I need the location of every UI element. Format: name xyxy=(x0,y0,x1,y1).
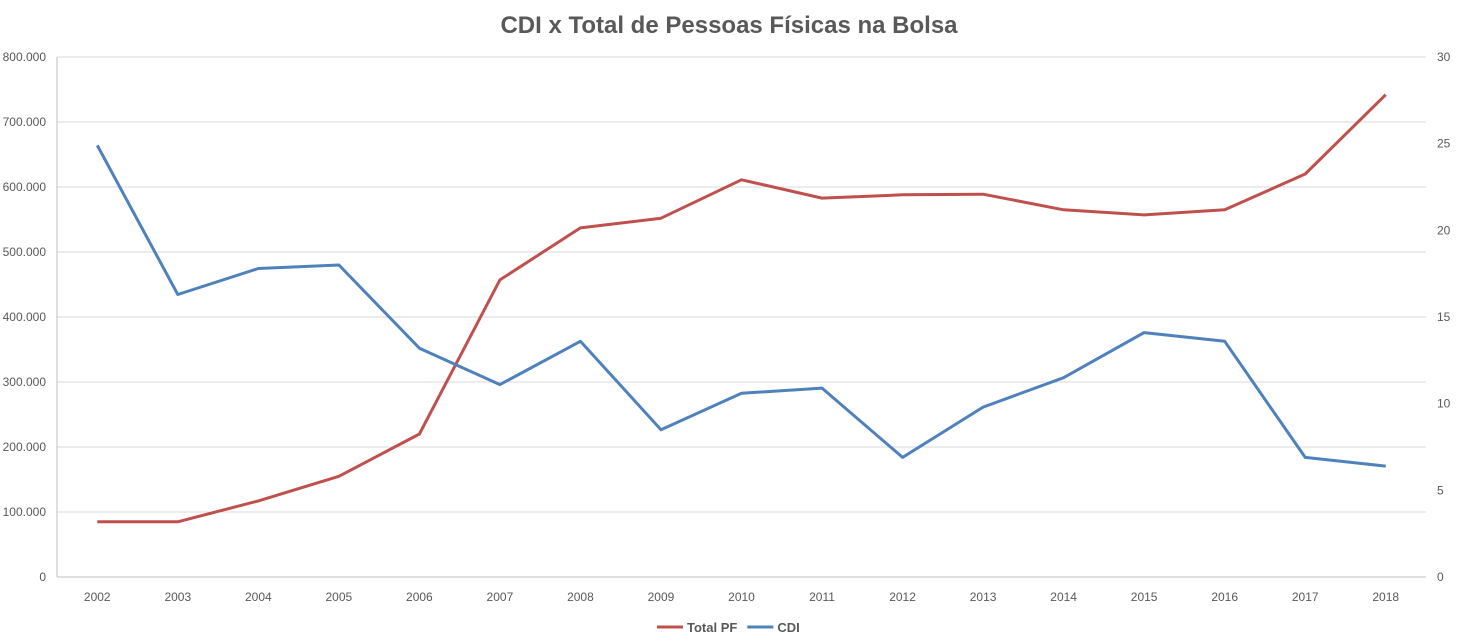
legend-label: CDI xyxy=(777,620,799,635)
x-tick-label: 2016 xyxy=(1211,590,1238,604)
x-tick-label: 2017 xyxy=(1292,590,1319,604)
legend-label: Total PF xyxy=(687,620,737,635)
right-tick-label: 0 xyxy=(1437,570,1444,584)
left-tick-label: 300.000 xyxy=(3,375,47,389)
left-tick-label: 0 xyxy=(39,570,46,584)
x-tick-label: 2015 xyxy=(1131,590,1158,604)
right-tick-label: 15 xyxy=(1437,310,1451,324)
x-tick-label: 2008 xyxy=(567,590,594,604)
left-tick-label: 600.000 xyxy=(3,180,47,194)
left-tick-label: 100.000 xyxy=(3,505,47,519)
series-line-total-pf xyxy=(97,93,1387,524)
left-tick-label: 400.000 xyxy=(3,310,47,324)
x-tick-label: 2007 xyxy=(487,590,514,604)
x-tick-label: 2006 xyxy=(406,590,433,604)
x-tick-label: 2014 xyxy=(1050,590,1077,604)
right-tick-label: 10 xyxy=(1437,397,1451,411)
x-tick-label: 2012 xyxy=(889,590,916,604)
right-tick-label: 25 xyxy=(1437,137,1451,151)
right-tick-label: 20 xyxy=(1437,223,1451,237)
x-tick-label: 2004 xyxy=(245,590,272,604)
left-tick-label: 500.000 xyxy=(3,245,47,259)
x-tick-label: 2010 xyxy=(728,590,755,604)
right-tick-label: 30 xyxy=(1437,50,1451,64)
x-tick-label: 2011 xyxy=(809,590,835,604)
x-tick-label: 2018 xyxy=(1372,590,1399,604)
left-tick-label: 700.000 xyxy=(3,115,47,129)
left-tick-label: 200.000 xyxy=(3,440,47,454)
x-tick-label: 2002 xyxy=(84,590,111,604)
right-tick-label: 5 xyxy=(1437,483,1444,497)
chart-title: CDI x Total de Pessoas Físicas na Bolsa xyxy=(500,12,958,39)
series-line-cdi xyxy=(95,144,1386,468)
x-tick-label: 2013 xyxy=(970,590,997,604)
x-tick-label: 2003 xyxy=(164,590,191,604)
left-tick-label: 800.000 xyxy=(3,50,47,64)
x-tick-label: 2009 xyxy=(648,590,675,604)
x-tick-label: 2005 xyxy=(326,590,353,604)
